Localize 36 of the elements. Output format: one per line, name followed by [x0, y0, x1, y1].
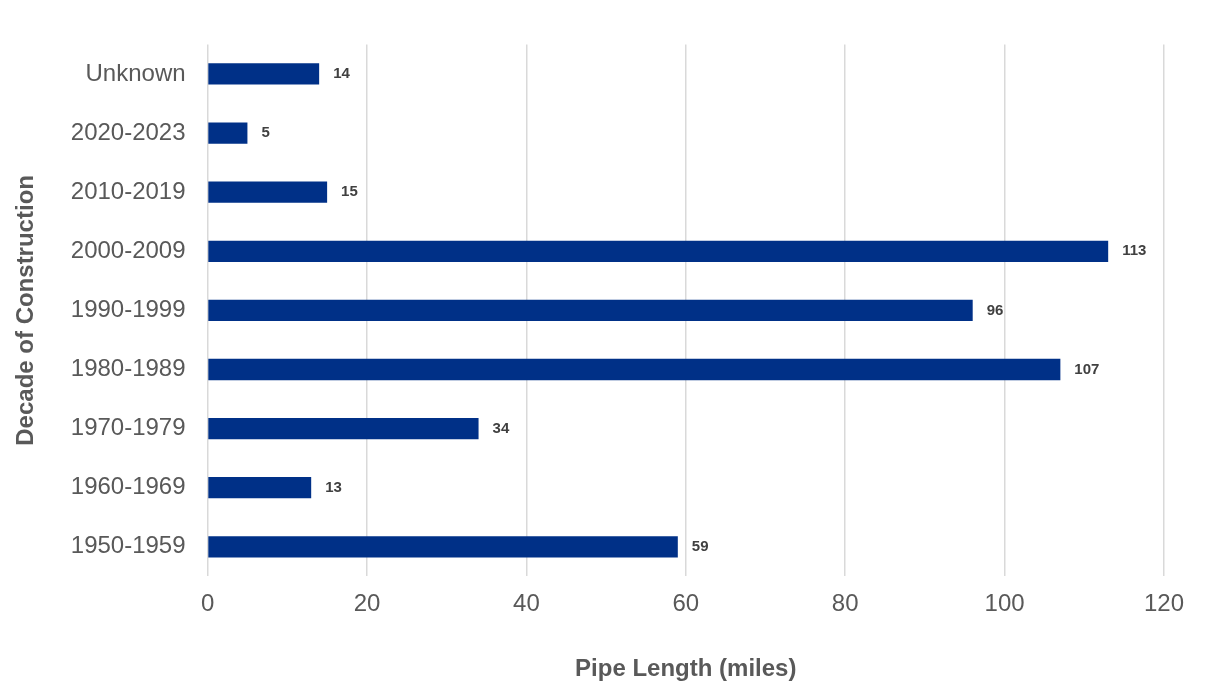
y-tick-label: 1980-1989 [70, 354, 186, 382]
data-label: 113 [1122, 241, 1147, 259]
bar [208, 122, 248, 144]
y-tick-label: Unknown [85, 58, 186, 86]
x-tick-label: 80 [831, 589, 859, 617]
data-label: 15 [341, 182, 358, 200]
y-axis-title: Decade of Construction [11, 175, 39, 446]
y-tick-label: 2020-2023 [70, 117, 186, 145]
data-label: 59 [691, 536, 709, 554]
data-label: 14 [333, 64, 351, 82]
data-label: 5 [261, 123, 270, 141]
x-tick-label: 20 [353, 589, 381, 617]
bar [208, 358, 1061, 381]
y-tick-label: 2010-2019 [70, 176, 186, 204]
x-tick-label: 0 [200, 589, 215, 617]
x-axis-title: Pipe Length (miles) [575, 654, 797, 682]
y-tick-label: 1960-1969 [70, 472, 186, 500]
bar [208, 299, 973, 322]
y-tick-label: 1970-1979 [70, 413, 186, 441]
x-tick-label: 40 [513, 589, 540, 617]
y-tick-label: 1990-1999 [70, 295, 186, 323]
x-tick-label: 100 [984, 589, 1025, 617]
x-tick-label: 60 [672, 589, 700, 617]
data-label: 34 [492, 418, 510, 436]
data-label: 107 [1074, 359, 1100, 377]
y-tick-label: 2000-2009 [70, 235, 186, 263]
bar [208, 477, 312, 499]
x-tick-label: 120 [1143, 589, 1184, 617]
bar [208, 181, 328, 203]
data-label: 13 [325, 477, 342, 495]
data-label: 96 [986, 300, 1004, 318]
bar [208, 417, 479, 440]
bar [208, 536, 678, 558]
bar [208, 63, 320, 85]
y-tick-label: 1950-1959 [70, 531, 186, 559]
bar [208, 240, 1109, 262]
